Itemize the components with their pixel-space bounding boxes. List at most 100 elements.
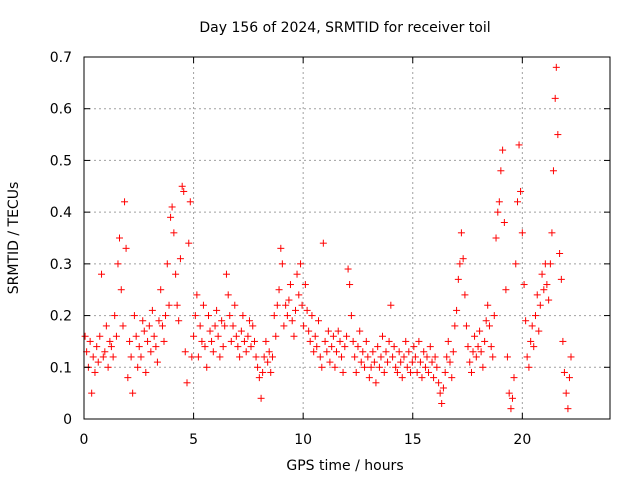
data-point xyxy=(98,270,106,278)
data-point xyxy=(295,291,303,299)
grid-lines xyxy=(84,57,610,419)
data-point xyxy=(254,363,262,371)
data-point xyxy=(245,317,253,325)
data-point xyxy=(99,353,107,361)
data-point xyxy=(111,312,119,320)
data-point xyxy=(559,337,567,345)
data-point xyxy=(145,322,153,330)
data-point xyxy=(338,353,346,361)
data-point xyxy=(436,389,444,397)
data-point xyxy=(536,301,544,309)
data-point xyxy=(93,343,101,351)
data-point xyxy=(523,353,531,361)
data-point xyxy=(551,94,559,102)
data-point xyxy=(518,229,526,237)
data-point xyxy=(471,332,479,340)
data-point xyxy=(499,146,507,154)
data-point xyxy=(418,374,426,382)
data-point xyxy=(216,353,224,361)
data-point xyxy=(300,322,308,330)
data-point xyxy=(172,270,180,278)
data-points xyxy=(81,63,575,413)
data-point xyxy=(482,317,490,325)
data-point xyxy=(96,332,104,340)
data-point xyxy=(336,337,344,345)
data-point xyxy=(129,389,137,397)
data-point xyxy=(121,198,129,206)
data-point xyxy=(81,332,89,340)
axis-ticks xyxy=(83,56,610,420)
data-point xyxy=(346,281,354,289)
data-point xyxy=(560,368,568,376)
data-point xyxy=(109,353,117,361)
data-point xyxy=(142,368,150,376)
data-point xyxy=(405,348,413,356)
data-point xyxy=(262,337,270,345)
data-point xyxy=(441,368,449,376)
data-point xyxy=(341,343,349,351)
data-point xyxy=(288,317,296,325)
data-point xyxy=(94,358,102,366)
data-point xyxy=(507,405,515,413)
data-point xyxy=(402,337,410,345)
data-point xyxy=(280,322,288,330)
data-point xyxy=(351,353,359,361)
data-point xyxy=(286,281,294,289)
data-point xyxy=(334,327,342,335)
data-point xyxy=(479,363,487,371)
data-point xyxy=(155,317,163,325)
data-point xyxy=(183,379,191,387)
data-point xyxy=(474,343,482,351)
data-point xyxy=(311,332,319,340)
data-point xyxy=(375,363,383,371)
data-point xyxy=(508,394,516,402)
data-point xyxy=(540,286,548,294)
data-point xyxy=(249,322,257,330)
data-point xyxy=(423,353,431,361)
data-point xyxy=(196,322,204,330)
data-point xyxy=(226,312,234,320)
data-point xyxy=(86,337,94,345)
data-point xyxy=(528,322,536,330)
data-point xyxy=(449,348,457,356)
data-point xyxy=(199,301,207,309)
x-axis-label: GPS time / hours xyxy=(286,458,403,474)
data-point xyxy=(461,291,469,299)
data-point xyxy=(209,348,217,356)
data-point xyxy=(126,337,134,345)
data-point xyxy=(167,213,175,221)
data-point xyxy=(514,198,522,206)
data-point xyxy=(102,322,110,330)
data-point xyxy=(265,348,273,356)
data-point xyxy=(554,131,562,139)
y-axis-label: SRMTID / TECUs xyxy=(6,182,22,295)
data-point xyxy=(546,260,554,268)
data-point xyxy=(91,368,99,376)
data-point xyxy=(203,363,211,371)
data-point xyxy=(438,399,446,407)
data-point xyxy=(139,317,147,325)
data-point xyxy=(301,281,309,289)
data-point xyxy=(567,353,575,361)
data-point xyxy=(137,353,145,361)
data-point xyxy=(462,322,470,330)
data-point xyxy=(180,187,188,195)
data-point xyxy=(231,301,239,309)
data-point xyxy=(186,198,194,206)
data-point xyxy=(268,353,276,361)
data-point xyxy=(306,337,314,345)
data-point xyxy=(188,353,196,361)
data-point xyxy=(454,275,462,283)
data-point xyxy=(352,368,360,376)
data-point xyxy=(240,337,248,345)
data-point xyxy=(349,337,357,345)
data-point xyxy=(538,270,546,278)
data-point xyxy=(430,374,438,382)
data-point xyxy=(512,260,520,268)
data-point xyxy=(385,337,393,345)
data-point xyxy=(275,286,283,294)
data-point xyxy=(319,239,327,247)
data-point xyxy=(324,327,332,335)
data-point xyxy=(206,327,214,335)
